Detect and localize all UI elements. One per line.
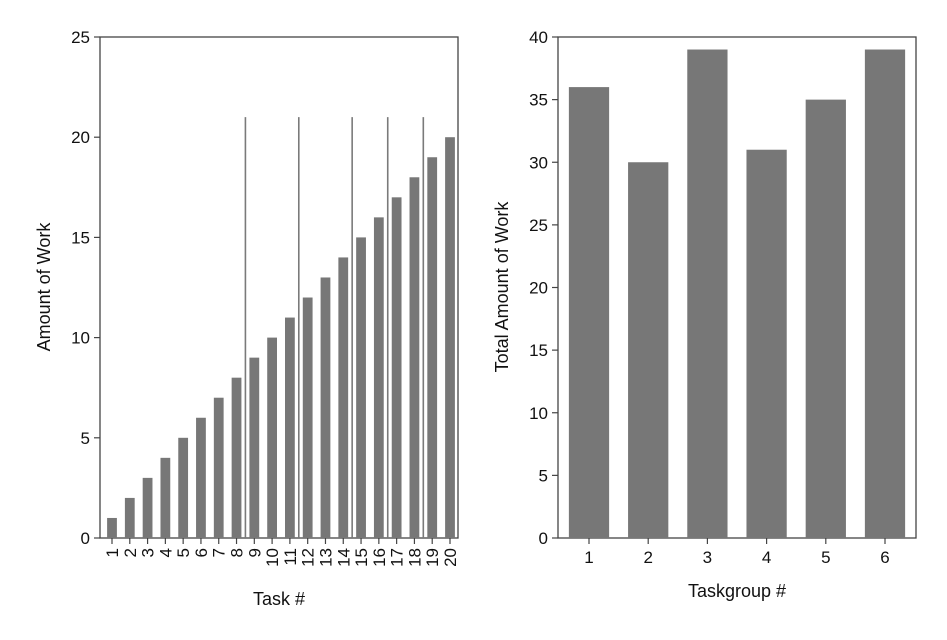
y-tick-label: 0 (539, 529, 548, 548)
x-tick-label: 17 (388, 548, 407, 567)
bar (687, 49, 728, 539)
y-tick-label: 35 (529, 91, 548, 110)
x-tick-label: 7 (210, 548, 229, 557)
bar (427, 157, 438, 539)
x-tick-label: 15 (352, 548, 371, 567)
y-tick-label: 5 (81, 429, 90, 448)
bar (373, 217, 384, 539)
x-tick-label: 9 (245, 548, 264, 557)
y-tick-label: 40 (529, 28, 548, 47)
bar (231, 377, 242, 538)
x-tick-label: 18 (405, 548, 424, 567)
x-tick-label: 2 (643, 548, 652, 567)
x-tick-label: 1 (103, 548, 122, 557)
right-plot-frame (557, 36, 917, 539)
bar (746, 149, 787, 538)
bar (568, 87, 610, 538)
x-tick-label: 3 (139, 548, 158, 557)
x-tick-label: 1 (584, 548, 593, 567)
x-tick-label: 11 (281, 548, 300, 566)
x-tick-label: 8 (228, 548, 247, 557)
x-tick-label: 10 (263, 548, 282, 567)
bar (445, 137, 455, 538)
left-x-axis-title: Task # (253, 589, 305, 609)
y-tick-label: 10 (529, 404, 548, 423)
left-bars (107, 137, 455, 539)
bar (107, 517, 117, 538)
bar (628, 162, 669, 538)
left-plot-frame (99, 36, 459, 539)
y-tick-label: 15 (71, 228, 90, 247)
x-tick-label: 5 (821, 548, 830, 567)
y-tick-label: 25 (529, 216, 548, 235)
y-tick-label: 20 (529, 279, 548, 298)
x-tick-label: 2 (121, 548, 140, 557)
y-tick-label: 25 (71, 28, 90, 47)
bar (864, 49, 906, 539)
bar (409, 177, 420, 538)
bar (267, 337, 277, 538)
bar (124, 497, 135, 538)
bar (391, 197, 402, 538)
bar (320, 277, 331, 538)
bar (178, 437, 189, 538)
taskgroup-work-chart: 0 5 10 15 20 25 30 35 40 1 2 3 4 5 6 Taskgroup # Tota… (492, 28, 917, 601)
bar (160, 457, 171, 538)
bar (805, 99, 846, 538)
left-y-axis-title: Amount of Work (34, 222, 54, 352)
right-y-ticks: 0 5 10 15 20 25 30 35 40 (529, 28, 558, 548)
x-tick-label: 20 (441, 548, 460, 567)
x-tick-label: 6 (880, 548, 889, 567)
right-bars (568, 49, 906, 539)
x-tick-label: 12 (299, 548, 318, 567)
bar (142, 477, 153, 538)
y-tick-label: 20 (71, 128, 90, 147)
y-tick-label: 5 (539, 466, 548, 485)
y-tick-label: 15 (529, 341, 548, 360)
right-x-axis-title: Taskgroup # (688, 581, 786, 601)
x-tick-label: 4 (156, 548, 175, 557)
x-tick-label: 3 (703, 548, 712, 567)
y-tick-label: 0 (81, 529, 90, 548)
x-tick-label: 14 (334, 548, 353, 567)
bar (196, 417, 206, 538)
x-tick-label: 16 (370, 548, 389, 567)
left-group-separators (244, 117, 425, 538)
right-x-ticks: 1 2 3 4 5 6 (584, 538, 890, 567)
bar (302, 297, 313, 538)
right-y-axis-title: Total Amount of Work (492, 201, 512, 373)
bar (213, 397, 224, 538)
bar (285, 317, 295, 538)
x-tick-label: 4 (762, 548, 771, 567)
x-tick-label: 19 (423, 548, 442, 567)
x-tick-label: 13 (316, 548, 335, 567)
x-tick-label: 5 (174, 548, 193, 557)
bar (249, 357, 260, 538)
x-tick-label: 6 (192, 548, 211, 557)
y-tick-label: 10 (71, 329, 90, 348)
left-y-ticks: 0 5 10 15 20 25 (71, 28, 100, 548)
bar (356, 237, 366, 538)
bar (338, 257, 349, 538)
y-tick-label: 30 (529, 153, 548, 172)
